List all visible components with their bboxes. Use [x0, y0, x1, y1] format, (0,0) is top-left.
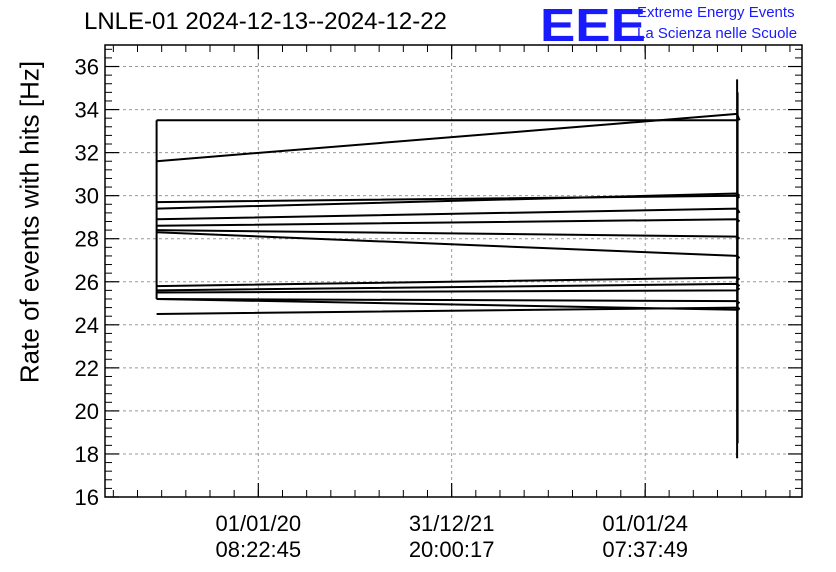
logo-line-1: Extreme Energy Events [637, 4, 795, 21]
series-line-5 [156, 218, 741, 227]
grid [105, 45, 802, 497]
y-tick-label: 16 [75, 485, 99, 510]
x-tick-label: 01/01/24 [602, 511, 688, 536]
x-tick-label: 01/01/20 [216, 511, 302, 536]
y-tick-label: 18 [75, 442, 99, 467]
series-line-4 [156, 207, 741, 221]
x-tick-label-time: 07:37:49 [602, 537, 688, 562]
y-axis-label: Rate of events with hits [Hz] [14, 60, 45, 384]
axis-ticks [105, 45, 802, 498]
x-tick-label-time: 20:00:17 [409, 537, 495, 562]
series-line-6 [156, 229, 741, 240]
y-tick-label: 26 [75, 270, 99, 295]
y-tick-label: 24 [75, 313, 99, 338]
y-tick-label: 34 [75, 98, 99, 123]
plot-frame [104, 44, 803, 498]
x-tick-label-time: 08:22:45 [216, 537, 302, 562]
y-tick-label: 20 [75, 399, 99, 424]
y-tick-label: 30 [75, 184, 99, 209]
y-tick-label: 36 [75, 55, 99, 80]
y-tick-label: 32 [75, 141, 99, 166]
eee-logo: EEE [540, 0, 646, 51]
x-tick-label: 31/12/21 [409, 511, 495, 536]
y-tick-label: 28 [75, 227, 99, 252]
y-tick-label: 22 [75, 356, 99, 381]
logo-line-2: La Scienza nelle Scuole [637, 25, 798, 42]
series-group [155, 79, 741, 459]
chart-title: LNLE-01 2024-12-13--2024-12-22 [84, 8, 447, 35]
